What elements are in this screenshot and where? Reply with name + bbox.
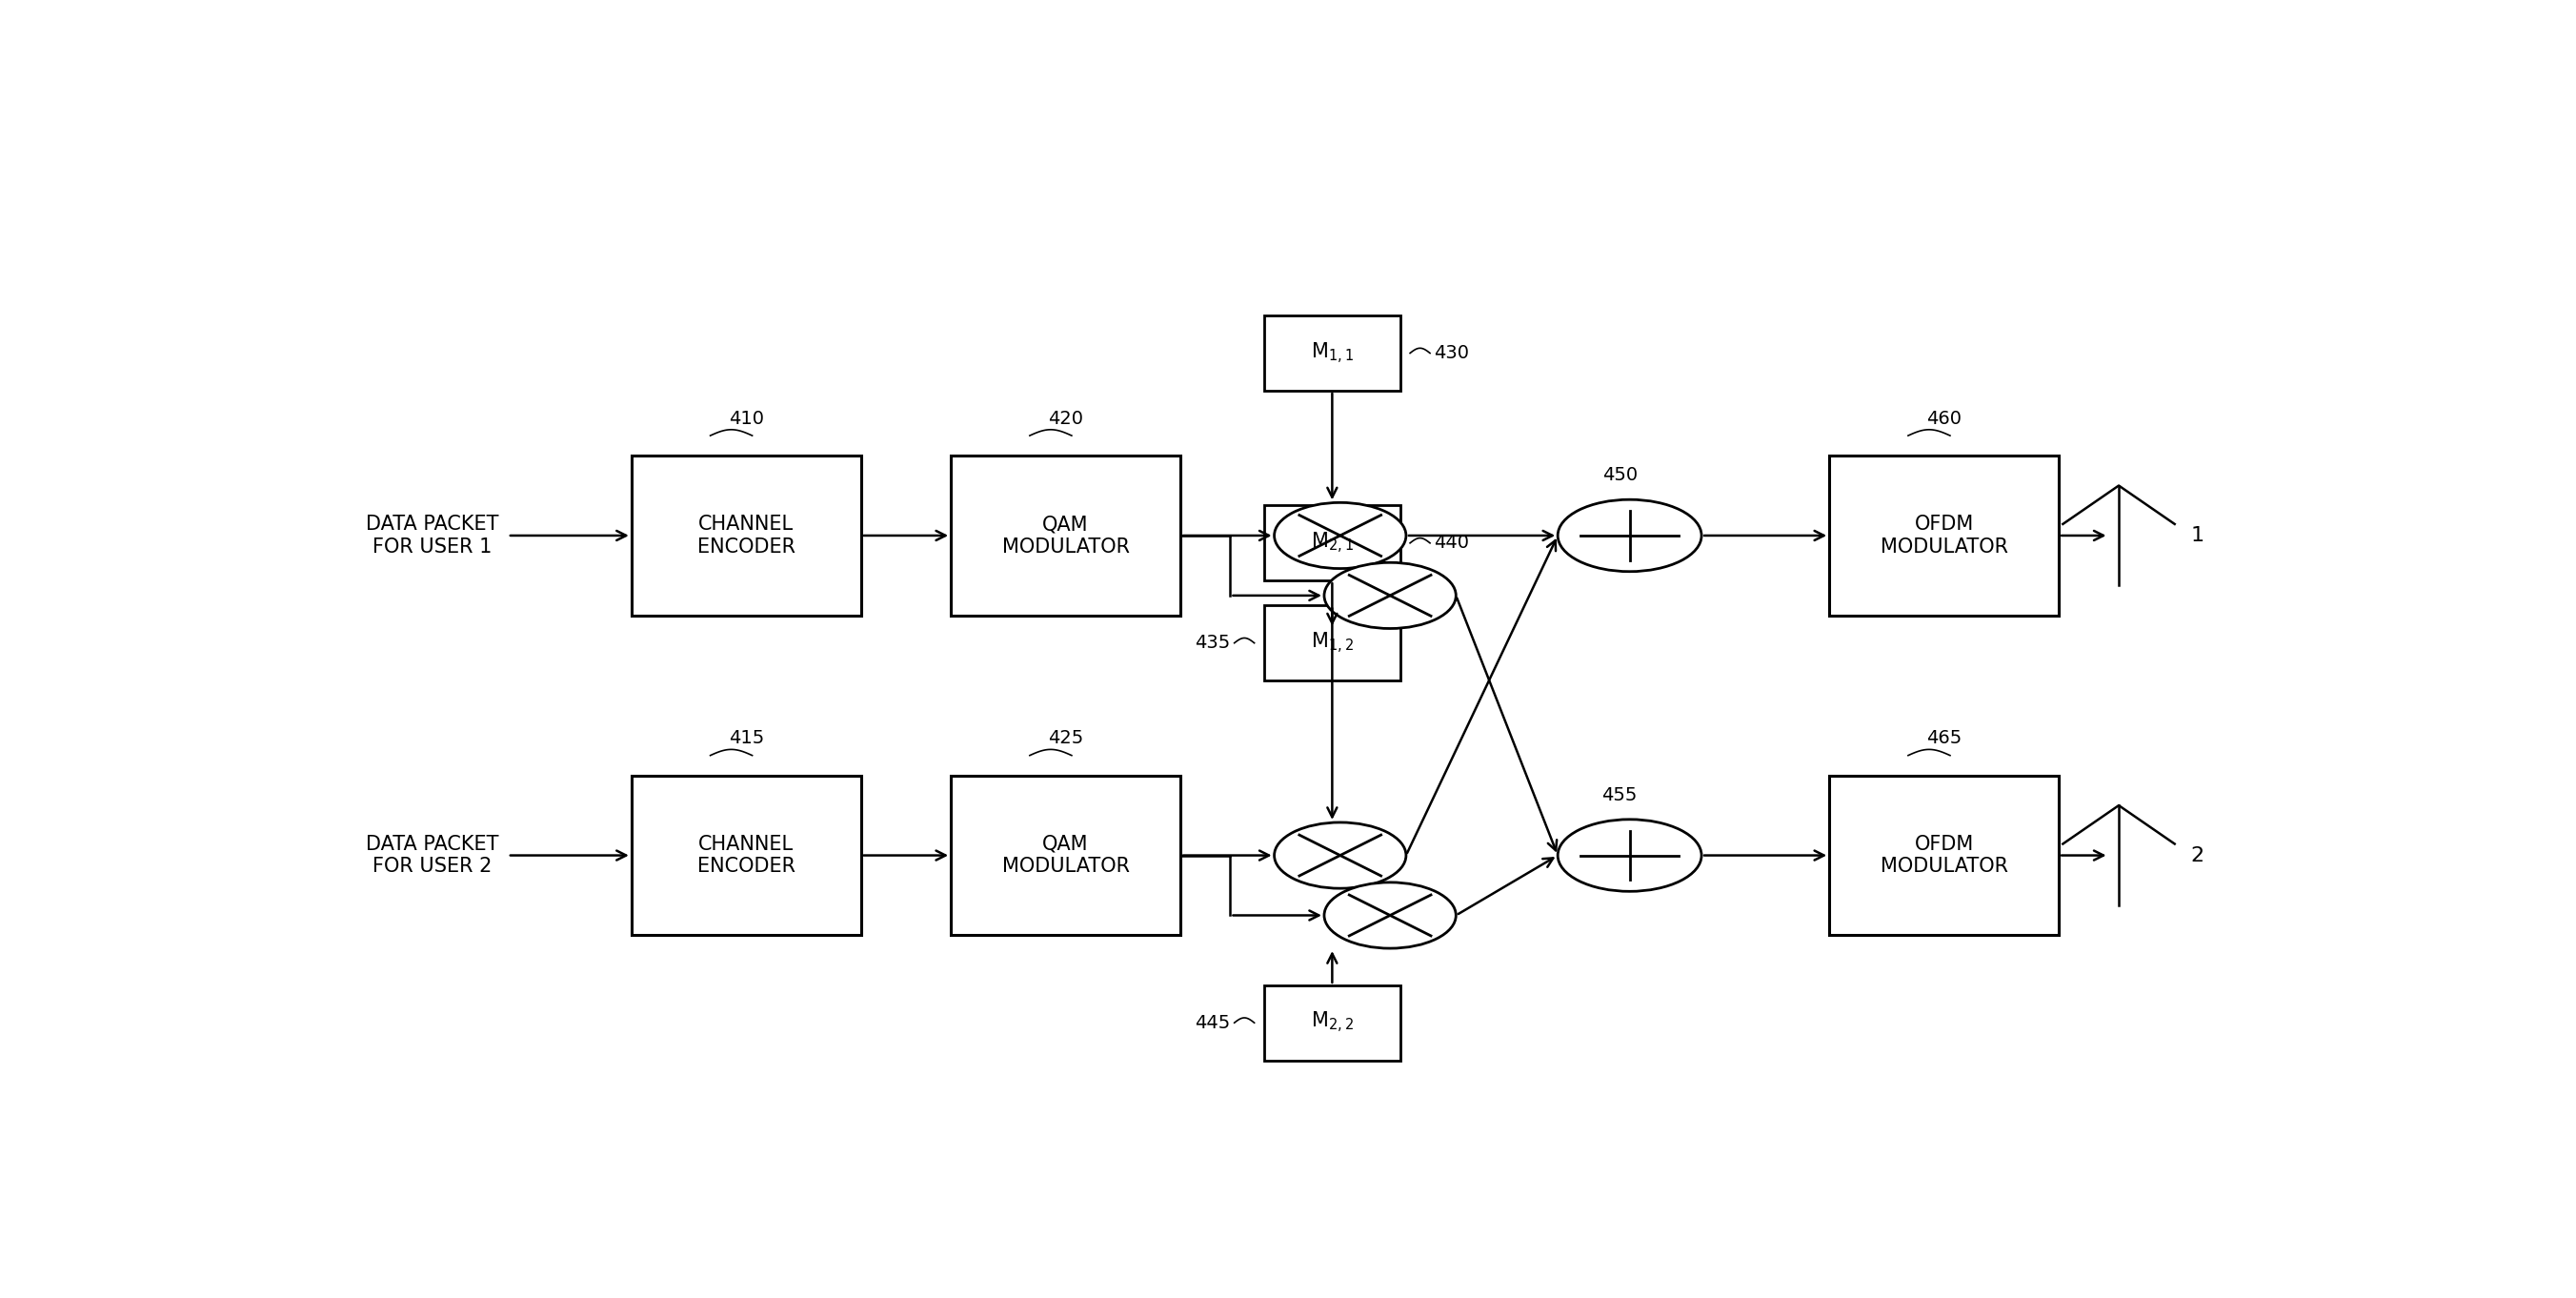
Bar <box>1829 456 2058 615</box>
Text: OFDM
MODULATOR: OFDM MODULATOR <box>1880 835 2007 876</box>
Text: QAM
MODULATOR: QAM MODULATOR <box>1002 515 1128 556</box>
Text: 445: 445 <box>1195 1014 1231 1032</box>
Text: DATA PACKET
FOR USER 1: DATA PACKET FOR USER 1 <box>366 515 497 556</box>
Text: 440: 440 <box>1435 533 1468 552</box>
Text: CHANNEL
ENCODER: CHANNEL ENCODER <box>698 835 796 876</box>
Bar <box>631 775 860 936</box>
Circle shape <box>1324 562 1455 628</box>
Circle shape <box>1275 502 1406 569</box>
Circle shape <box>1324 883 1455 949</box>
Text: M$_{2,2}$: M$_{2,2}$ <box>1311 1010 1352 1036</box>
Circle shape <box>1275 823 1406 888</box>
Text: 430: 430 <box>1435 344 1468 362</box>
Text: 1: 1 <box>2190 526 2205 545</box>
Text: M$_{1,1}$: M$_{1,1}$ <box>1311 340 1352 366</box>
Bar <box>951 775 1180 936</box>
Text: M$_{1,2}$: M$_{1,2}$ <box>1311 631 1352 655</box>
Text: OFDM
MODULATOR: OFDM MODULATOR <box>1880 515 2007 556</box>
Bar <box>1265 605 1401 680</box>
Text: 425: 425 <box>1048 729 1084 748</box>
Text: QAM
MODULATOR: QAM MODULATOR <box>1002 835 1128 876</box>
Text: 410: 410 <box>729 409 765 427</box>
Text: 420: 420 <box>1048 409 1084 427</box>
Text: 435: 435 <box>1195 633 1231 652</box>
Text: 465: 465 <box>1927 729 1963 748</box>
Bar <box>1265 985 1401 1060</box>
Circle shape <box>1558 500 1703 571</box>
Bar <box>1265 315 1401 391</box>
Text: CHANNEL
ENCODER: CHANNEL ENCODER <box>698 515 796 556</box>
Text: M$_{2,1}$: M$_{2,1}$ <box>1311 531 1352 556</box>
Text: 460: 460 <box>1927 409 1963 427</box>
Bar <box>951 456 1180 615</box>
Text: 450: 450 <box>1602 466 1638 484</box>
Text: DATA PACKET
FOR USER 2: DATA PACKET FOR USER 2 <box>366 835 497 876</box>
Text: 455: 455 <box>1602 787 1638 805</box>
Bar <box>1265 506 1401 580</box>
Text: 2: 2 <box>2190 846 2205 864</box>
Circle shape <box>1558 819 1703 892</box>
Text: 415: 415 <box>729 729 765 748</box>
Bar <box>631 456 860 615</box>
Bar <box>1829 775 2058 936</box>
